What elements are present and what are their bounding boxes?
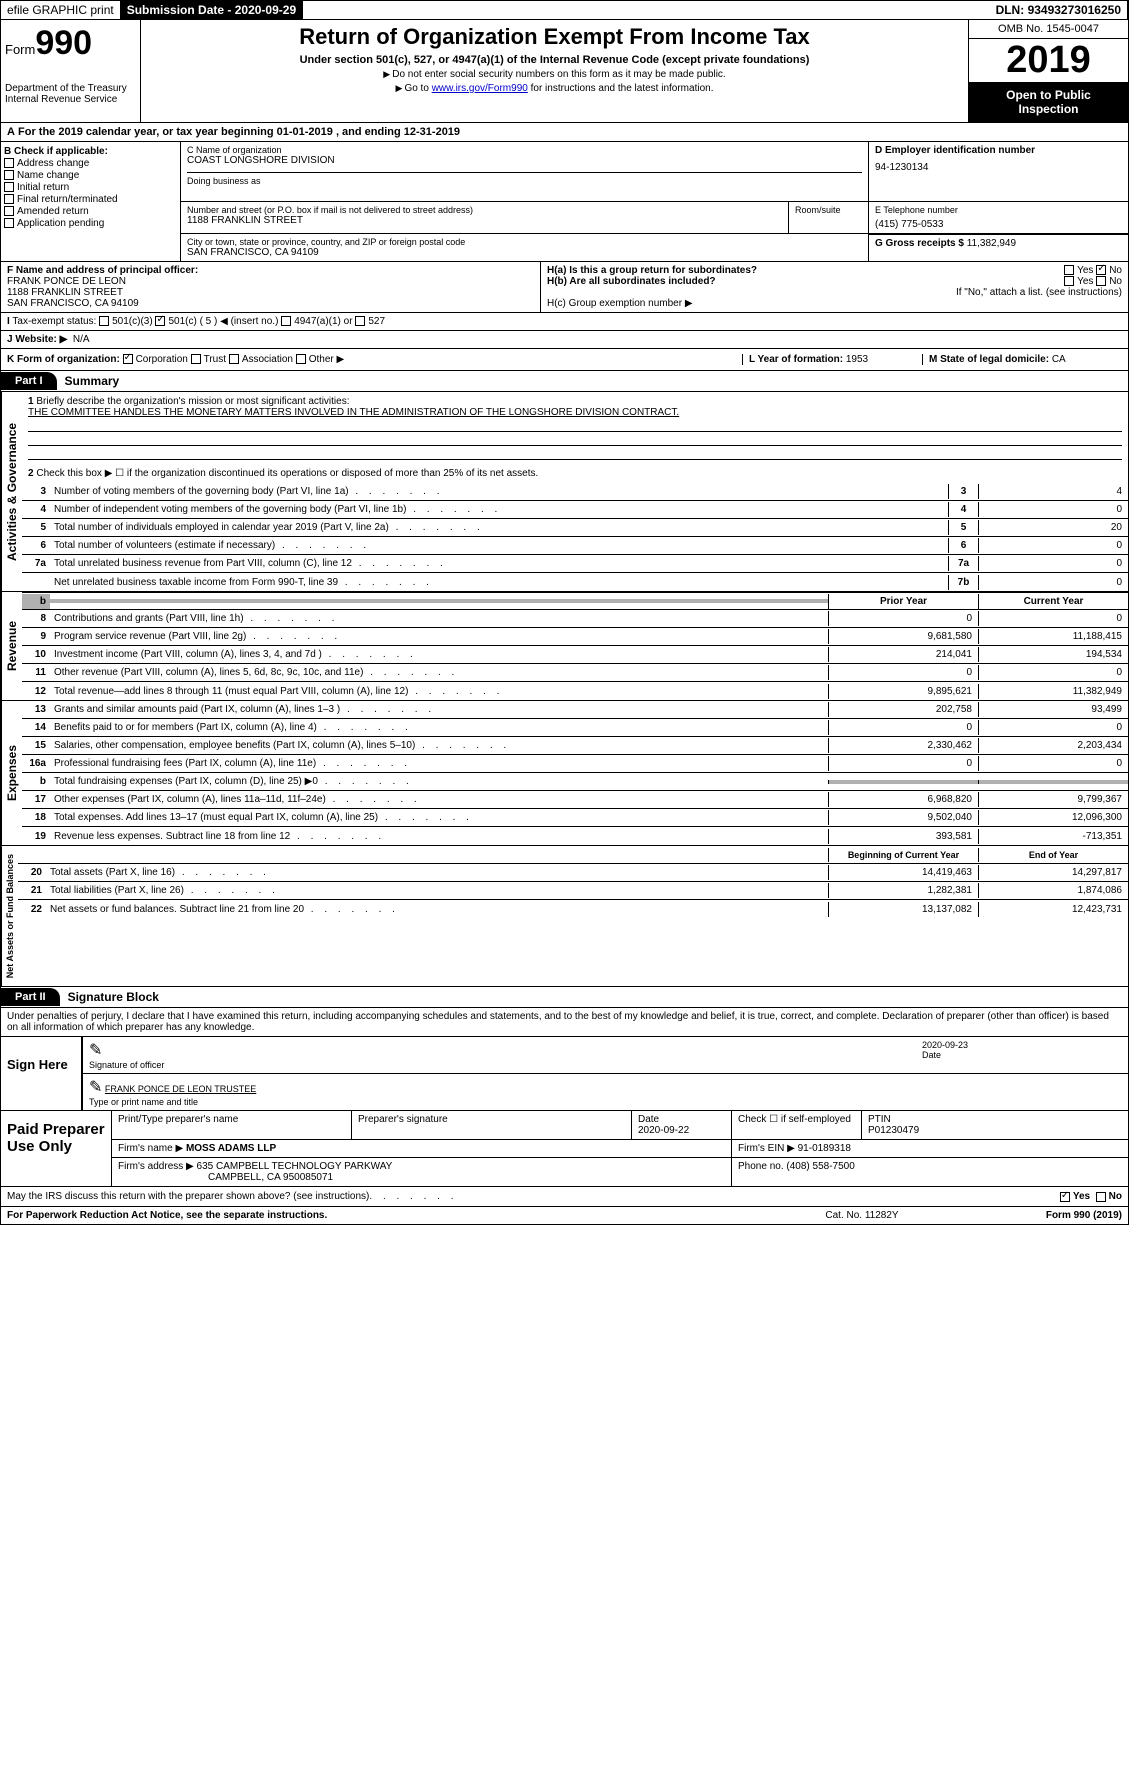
sign-here-block: Sign Here ✎Signature of officer 2020-09-… [0,1037,1129,1111]
prep-h1: Print/Type preparer's name [112,1111,352,1139]
section-b: B Check if applicable: Address change Na… [1,142,181,261]
ein-value: 94-1230134 [875,162,1122,173]
netassets-section: Net Assets or Fund Balances Beginning of… [0,846,1129,987]
prep-h4: Check ☐ if self-employed [732,1111,862,1139]
part2-header: Part II Signature Block [0,987,1129,1008]
section-j: J Website: ▶ N/A [0,331,1129,349]
paid-prep-label: Paid Preparer Use Only [1,1111,111,1186]
col-current: Current Year [978,594,1128,609]
officer-printed: FRANK PONCE DE LEON TRUSTEE [105,1084,256,1094]
firm-addr2: CAMPBELL, CA 950085071 [208,1172,333,1183]
h-c: H(c) Group exemption number ▶ [547,298,1122,309]
c-name-label: C Name of organization [187,145,862,155]
note-link: Go to www.irs.gov/Form990 for instructio… [145,83,964,94]
sig-officer-label: Signature of officer [89,1060,164,1070]
col-prior: Prior Year [828,594,978,609]
part1-header: Part I Summary [0,371,1129,392]
cb-pending: Application pending [4,218,177,229]
sign-here-label: Sign Here [1,1037,81,1110]
irs-link[interactable]: www.irs.gov/Form990 [432,83,528,94]
q1: Briefly describe the organization's miss… [36,396,349,407]
prep-date: 2020-09-22 [638,1125,689,1136]
paid-preparer-block: Paid Preparer Use Only Print/Type prepar… [0,1111,1129,1187]
form-footer: Form 990 (2019) [962,1210,1122,1221]
omb-number: OMB No. 1545-0047 [969,20,1128,39]
side-netassets: Net Assets or Fund Balances [1,846,18,986]
room-label: Room/suite [795,205,862,215]
h-b-note: If "No," attach a list. (see instruction… [547,287,1122,298]
cb-amended: Amended return [4,206,177,217]
h-b: H(b) Are all subordinates included? Yes … [547,276,1122,287]
cb-name: Name change [4,170,177,181]
sig-name-label: Type or print name and title [89,1097,198,1107]
gross-receipts: 11,382,949 [967,238,1016,249]
section-fh: F Name and address of principal officer:… [0,262,1129,313]
section-klm: K Form of organization: Corporation Trus… [0,349,1129,371]
officer-name: FRANK PONCE DE LEON [7,276,534,287]
firm-name: MOSS ADAMS LLP [186,1143,276,1154]
firm-phone: (408) 558-7500 [786,1161,854,1172]
dln: DLN: 93493273016250 [990,1,1128,19]
col-begin: Beginning of Current Year [828,848,978,862]
open-public: Open to Public Inspection [969,82,1128,122]
firm-ein: 91-0189318 [798,1143,851,1154]
efile-label: efile GRAPHIC print [1,1,121,19]
dept-irs: Internal Revenue Service [5,94,136,105]
perjury-statement: Under penalties of perjury, I declare th… [0,1008,1129,1037]
col-end: End of Year [978,848,1128,862]
note-ssn: Do not enter social security numbers on … [145,69,964,80]
side-expenses: Expenses [1,701,22,845]
prep-h2: Preparer's signature [352,1111,632,1139]
section-abc: B Check if applicable: Address change Na… [0,142,1129,262]
q2: Check this box ▶ ☐ if the organization d… [36,468,538,479]
footer: For Paperwork Reduction Act Notice, see … [0,1207,1129,1225]
officer-city: SAN FRANCISCO, CA 94109 [7,298,534,309]
street-address: 1188 FRANKLIN STREET [187,215,782,226]
submission-date: Submission Date - 2020-09-29 [121,1,303,19]
cb-final: Final return/terminated [4,194,177,205]
form-subtitle: Under section 501(c), 527, or 4947(a)(1)… [145,54,964,66]
sig-date-label: Date [922,1050,941,1060]
tax-year: 2019 [969,39,1128,82]
city-state-zip: SAN FRANCISCO, CA 94109 [187,247,862,258]
form-word: Form [5,42,35,57]
revenue-section: Revenue b Prior Year Current Year 8Contr… [0,592,1129,701]
org-name: COAST LONGSHORE DIVISION [187,155,862,166]
pra-notice: For Paperwork Reduction Act Notice, see … [7,1210,762,1221]
firm-addr: 635 CAMPBELL TECHNOLOGY PARKWAY [197,1161,393,1172]
d-label: D Employer identification number [875,145,1122,156]
officer-addr: 1188 FRANKLIN STREET [7,287,534,298]
dba-label: Doing business as [187,172,862,186]
expenses-section: Expenses 13Grants and similar amounts pa… [0,701,1129,846]
tax-period: A For the 2019 calendar year, or tax yea… [0,123,1129,142]
top-bar: efile GRAPHIC print Submission Date - 20… [0,0,1129,20]
h-a: H(a) Is this a group return for subordin… [547,265,1122,276]
form-title: Return of Organization Exempt From Incom… [145,24,964,50]
addr-label: Number and street (or P.O. box if mail i… [187,205,782,215]
f-label: F Name and address of principal officer: [7,265,534,276]
e-label: E Telephone number [875,205,1122,215]
city-label: City or town, state or province, country… [187,237,862,247]
form-number: 990 [35,24,92,62]
cb-initial: Initial return [4,182,177,193]
ptin: P01230479 [868,1125,919,1136]
side-revenue: Revenue [1,592,22,700]
dept-treasury: Department of the Treasury [5,83,136,94]
discuss-row: May the IRS discuss this return with the… [0,1187,1129,1207]
telephone: (415) 775-0533 [875,219,1122,230]
side-governance: Activities & Governance [1,392,22,591]
mission-text: THE COMMITTEE HANDLES THE MONETARY MATTE… [28,407,679,418]
cat-no: Cat. No. 11282Y [762,1210,962,1221]
governance-section: Activities & Governance 1 Briefly descri… [0,392,1129,592]
sig-date: 2020-09-23 [922,1040,968,1050]
form-header: Form990 Department of the Treasury Inter… [0,20,1129,123]
section-i: I Tax-exempt status: 501(c)(3) 501(c) ( … [0,313,1129,331]
cb-address: Address change [4,158,177,169]
b-title: B Check if applicable: [4,146,177,157]
g-label: G Gross receipts $ [875,238,964,249]
